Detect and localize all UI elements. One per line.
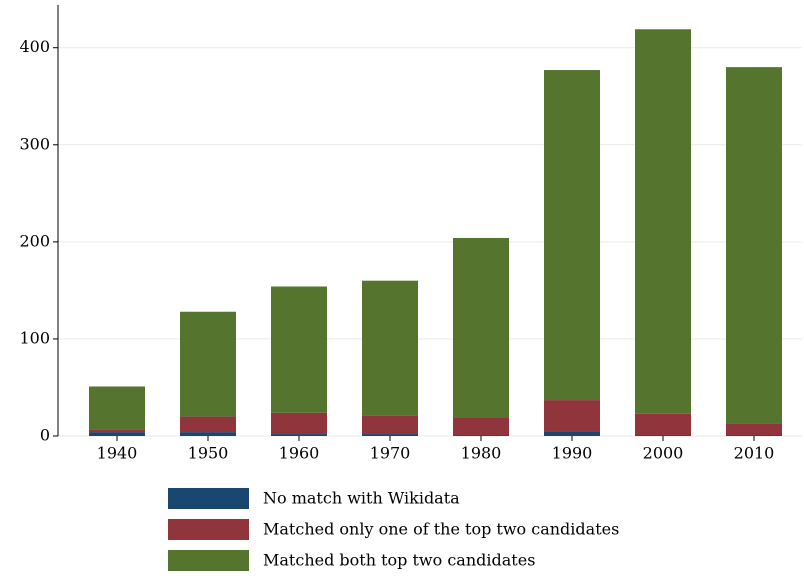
x-tick-label: 1960: [279, 444, 320, 463]
bar-segment: [726, 67, 782, 424]
bar-segment: [362, 280, 418, 416]
bar-segment: [271, 434, 327, 436]
bar-segment: [362, 415, 418, 435]
bar-segment: [726, 435, 782, 436]
bar-segment: [180, 311, 236, 417]
bar-segment: [544, 400, 600, 432]
bar-segment: [89, 386, 145, 430]
bar-segment: [89, 432, 145, 436]
x-tick-label: 1950: [188, 444, 229, 463]
y-tick-label: 200: [19, 231, 50, 250]
legend-swatch: [168, 488, 249, 509]
bar-segment: [635, 413, 691, 436]
y-tick-label: 100: [19, 328, 50, 347]
y-tick-label: 400: [19, 37, 50, 56]
bar-segment: [635, 29, 691, 414]
bar-segment: [544, 70, 600, 401]
legend-swatch: [168, 519, 249, 540]
bar-segment: [453, 435, 509, 436]
y-tick-label: 300: [19, 134, 50, 153]
y-tick-label: 0: [40, 426, 50, 445]
bar-segment: [271, 412, 327, 435]
bar-segment: [635, 435, 691, 436]
x-tick-label: 2000: [643, 444, 684, 463]
legend-label: Matched only one of the top two candidat…: [263, 520, 619, 539]
x-tick-label: 1990: [552, 444, 593, 463]
bar-segment: [271, 286, 327, 413]
bar-segment: [453, 417, 509, 436]
bar-segment: [362, 434, 418, 436]
x-tick-label: 1980: [461, 444, 502, 463]
x-tick-label: 2010: [734, 444, 775, 463]
legend-label: Matched both top two candidates: [263, 551, 535, 570]
bar-segment: [726, 423, 782, 436]
x-tick-label: 1970: [370, 444, 411, 463]
bar-segment: [180, 416, 236, 433]
bar-segment: [89, 429, 145, 433]
bar-segment: [180, 432, 236, 436]
legend-swatch: [168, 550, 249, 571]
x-tick-label: 1940: [97, 444, 138, 463]
bar-segment: [453, 237, 509, 418]
legend-label: No match with Wikidata: [263, 489, 460, 508]
bar-segment: [544, 431, 600, 436]
